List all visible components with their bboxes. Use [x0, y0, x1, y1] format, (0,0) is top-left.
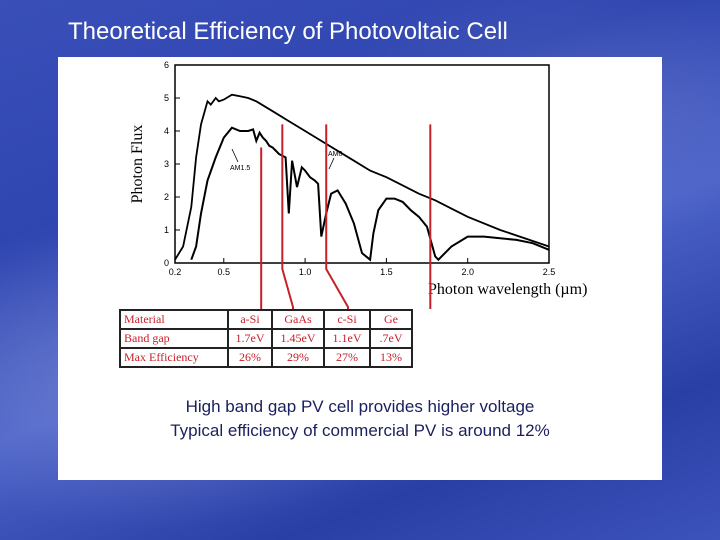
- y-tick-label: 2: [164, 192, 169, 202]
- y-tick-label: 1: [164, 225, 169, 235]
- curve-label-am0-leader: [328, 157, 335, 170]
- curve-label-am0: AM0: [328, 151, 343, 158]
- x-tick-label: 1.0: [299, 267, 312, 277]
- table-cell: GaAs: [271, 309, 325, 330]
- table-row: Band gap 1.7eV 1.45eV 1.1eV .7eV: [119, 328, 413, 349]
- table-cell: 1.7eV: [227, 328, 273, 349]
- table-cell: 1.45eV: [271, 328, 325, 349]
- x-tick-label: 2.0: [461, 267, 474, 277]
- table-cell: 13%: [369, 347, 413, 368]
- table-row-label: Band gap: [119, 328, 229, 349]
- y-tick-label: 0: [164, 258, 169, 268]
- photon-flux-chart: 0 1 2 3 4 5 6 0.2 0.5 1.0 1.5 2.0 2.5 Photon Flux Phot…: [129, 60, 587, 309]
- band-gap-marker-gaas: [281, 124, 294, 309]
- y-tick-label: 3: [164, 159, 169, 169]
- table-row: Material a-Si GaAs c-Si Ge: [119, 309, 413, 330]
- figure-panel: 0 1 2 3 4 5 6 0.2 0.5 1.0 1.5 2.0 2.5 Photon Flux Phot…: [58, 57, 662, 480]
- curve-label-am15: AM1.5: [230, 165, 250, 172]
- x-axis-label: Photon wavelength (µm): [428, 281, 587, 298]
- table-row: Max Efficiency 26% 29% 27% 13%: [119, 347, 413, 368]
- y-axis-label: Photon Flux: [129, 125, 146, 204]
- x-tick-label: 0.2: [169, 267, 182, 277]
- table-cell: 27%: [323, 347, 371, 368]
- slide-title: Theoretical Efficiency of Photovoltaic C…: [68, 18, 508, 45]
- y-tick-label: 4: [164, 126, 169, 136]
- table-row-label: Max Efficiency: [119, 347, 229, 368]
- x-tick-label: 1.5: [380, 267, 393, 277]
- table-cell: 29%: [271, 347, 325, 368]
- table-cell: .7eV: [369, 328, 413, 349]
- x-tick-label: 2.5: [543, 267, 556, 277]
- x-tick-label: 0.5: [218, 267, 231, 277]
- table-row-label: Material: [119, 309, 229, 330]
- series-line-am0: [174, 93, 550, 261]
- table-cell: a-Si: [227, 309, 273, 330]
- curve-label-am15-leader: [231, 148, 239, 163]
- table-cell: Ge: [369, 309, 413, 330]
- caption-line-2: Typical efficiency of commercial PV is a…: [170, 421, 550, 440]
- band-gap-marker-c-si: [325, 124, 349, 309]
- caption-line-1: High band gap PV cell provides higher vo…: [185, 397, 535, 416]
- table-cell: 26%: [227, 347, 273, 368]
- table-cell: 1.1eV: [323, 328, 371, 349]
- y-tick-label: 6: [164, 60, 169, 70]
- table-cell: c-Si: [323, 309, 371, 330]
- series-line-am15: [190, 126, 550, 262]
- y-tick-label: 5: [164, 93, 169, 103]
- efficiency-table: Material a-Si GaAs c-Si Ge Band gap 1.7eV 1.45e…: [119, 309, 413, 368]
